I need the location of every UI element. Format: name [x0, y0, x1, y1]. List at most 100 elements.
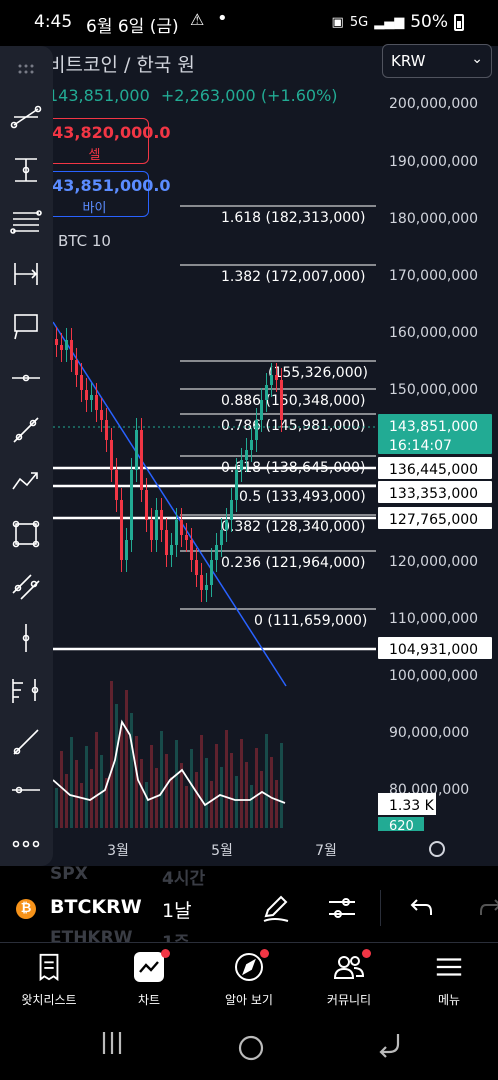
sell-label: 셀: [88, 148, 101, 163]
back-icon[interactable]: [376, 1030, 404, 1062]
volume-indicator-label[interactable]: BTC 10: [58, 232, 111, 250]
redo-icon[interactable]: [474, 892, 498, 924]
vertical-ray-tool-icon[interactable]: [6, 618, 46, 658]
ray-tool-icon[interactable]: [6, 722, 46, 762]
candle-body: [230, 500, 233, 520]
sell-button[interactable]: 143,820,000.0 셀: [40, 118, 171, 164]
timeframe-picker[interactable]: 1날: [162, 900, 192, 922]
nav-watchlist[interactable]: 왓치리스트: [4, 949, 94, 1008]
price-tick-label: 150,000,000: [389, 382, 478, 398]
undo-icon[interactable]: [406, 892, 438, 924]
candle-body: [65, 340, 68, 350]
candle-body: [80, 375, 83, 390]
trend-angle-tool-icon[interactable]: [6, 98, 46, 138]
ghost-timeframe-next: 1주: [162, 928, 189, 942]
more-tools-icon[interactable]: [6, 824, 46, 864]
volume-bar: [110, 681, 113, 828]
nav-chart-label: 차트: [137, 993, 161, 1007]
nav-chart[interactable]: 차트: [104, 949, 194, 1008]
level-tag: 133,353,000: [389, 486, 478, 502]
vertical-line-tool-icon[interactable]: [6, 150, 46, 190]
explore-icon: [204, 949, 294, 985]
candle-body: [160, 510, 163, 530]
chart-canvas[interactable]: 200,000,000 190,000,000 180,000,000 170,000…: [0, 46, 498, 866]
symbol-bar: SPX 4시간 ETHKRW 1주 ₿ BTCKRW 1날: [0, 866, 498, 942]
candle-body: [95, 395, 98, 410]
volume-bar: [95, 732, 98, 828]
sim-icon: ▣: [331, 14, 344, 30]
fib-level-label: 0.5 (133,493,000): [239, 489, 366, 505]
volume-bar: [200, 735, 203, 828]
volume-bar: [140, 759, 143, 828]
nav-explore[interactable]: 알아 보기: [204, 949, 294, 1008]
bottom-nav: 왓치리스트 차트 알아 보기 커뮤니티 메뉴: [0, 942, 498, 1016]
chart-area[interactable]: 200,000,000 190,000,000 180,000,000 170,000…: [0, 46, 498, 866]
candle-body: [90, 395, 93, 400]
fib-level-label: 0.886 (150,348,000): [221, 393, 366, 409]
candle-body: [145, 490, 148, 520]
price-tick-label: 100,000,000: [389, 668, 478, 684]
recent-apps-icon[interactable]: [100, 1030, 124, 1060]
candle-body: [200, 575, 203, 590]
candle-body: [270, 375, 273, 385]
volume-bar: [165, 754, 168, 828]
volume-bar: [135, 736, 138, 828]
volume-bar: [275, 780, 278, 828]
nav-menu[interactable]: 메뉴: [404, 949, 494, 1008]
ghost-symbol-prev: SPX: [50, 866, 88, 884]
candle-body: [140, 430, 143, 490]
parallel-channel-tool-icon[interactable]: [6, 566, 46, 606]
nav-community[interactable]: 커뮤니티: [304, 949, 394, 1008]
horizontal-ray-tool-icon[interactable]: [6, 358, 46, 398]
candle-body: [195, 560, 198, 575]
candle-body: [125, 540, 128, 560]
rectangle-tool-icon[interactable]: [6, 514, 46, 554]
buy-button[interactable]: 143,851,000.0 바이: [40, 171, 171, 217]
volume-bar: [65, 774, 68, 828]
volume-tag: 1.33 K: [389, 798, 435, 814]
path-tool-icon[interactable]: [6, 462, 46, 502]
fib-retracement-tool-icon[interactable]: [6, 202, 46, 242]
volume-bar: [160, 731, 163, 828]
candle-body: [205, 585, 208, 590]
volume-bar: [120, 727, 123, 828]
volume-bar: [230, 753, 233, 828]
trend-line-tool-icon[interactable]: [6, 410, 46, 450]
level-tag-bg: [378, 637, 492, 659]
extra-tag: 620: [389, 819, 414, 834]
price-tick-label: 120,000,000: [389, 554, 478, 570]
volume-bar: [245, 762, 248, 828]
current-price-tag: 143,851,000: [389, 419, 478, 435]
candle-body: [135, 430, 138, 470]
candle-body: [220, 530, 223, 545]
level-tag-bg: [378, 481, 492, 503]
candle-body: [170, 545, 173, 555]
volume-bar: [205, 758, 208, 828]
volume-bar: [55, 788, 58, 828]
currency-select[interactable]: KRW ⌄: [382, 44, 492, 78]
candle-body: [85, 390, 88, 400]
candle-body: [105, 420, 108, 440]
toolbar-handle-icon[interactable]: [6, 50, 46, 90]
level-tag: 136,445,000: [389, 462, 478, 478]
candle-body: [260, 400, 263, 420]
pitchfork-tool-icon[interactable]: [6, 670, 46, 710]
candle-body: [275, 375, 278, 380]
price-tick-label: 160,000,000: [389, 325, 478, 341]
volume-bar: [175, 740, 178, 828]
indicator-settings-icon[interactable]: [326, 892, 358, 924]
currency-value: KRW: [391, 52, 426, 70]
volume-bar: [185, 786, 188, 828]
level-tag: 127,765,000: [389, 512, 478, 528]
candle-body: [225, 520, 228, 530]
candle-body: [280, 380, 283, 420]
callout-tool-icon[interactable]: [6, 306, 46, 346]
pencil-icon[interactable]: [260, 892, 292, 924]
candle-body: [165, 530, 168, 555]
home-icon[interactable]: [237, 1034, 265, 1066]
volume-bar: [60, 751, 63, 828]
extended-line-tool-icon[interactable]: [6, 770, 46, 810]
date-range-tool-icon[interactable]: [6, 254, 46, 294]
symbol-picker[interactable]: BTCKRW: [50, 896, 142, 918]
volume-bar: [145, 782, 148, 828]
